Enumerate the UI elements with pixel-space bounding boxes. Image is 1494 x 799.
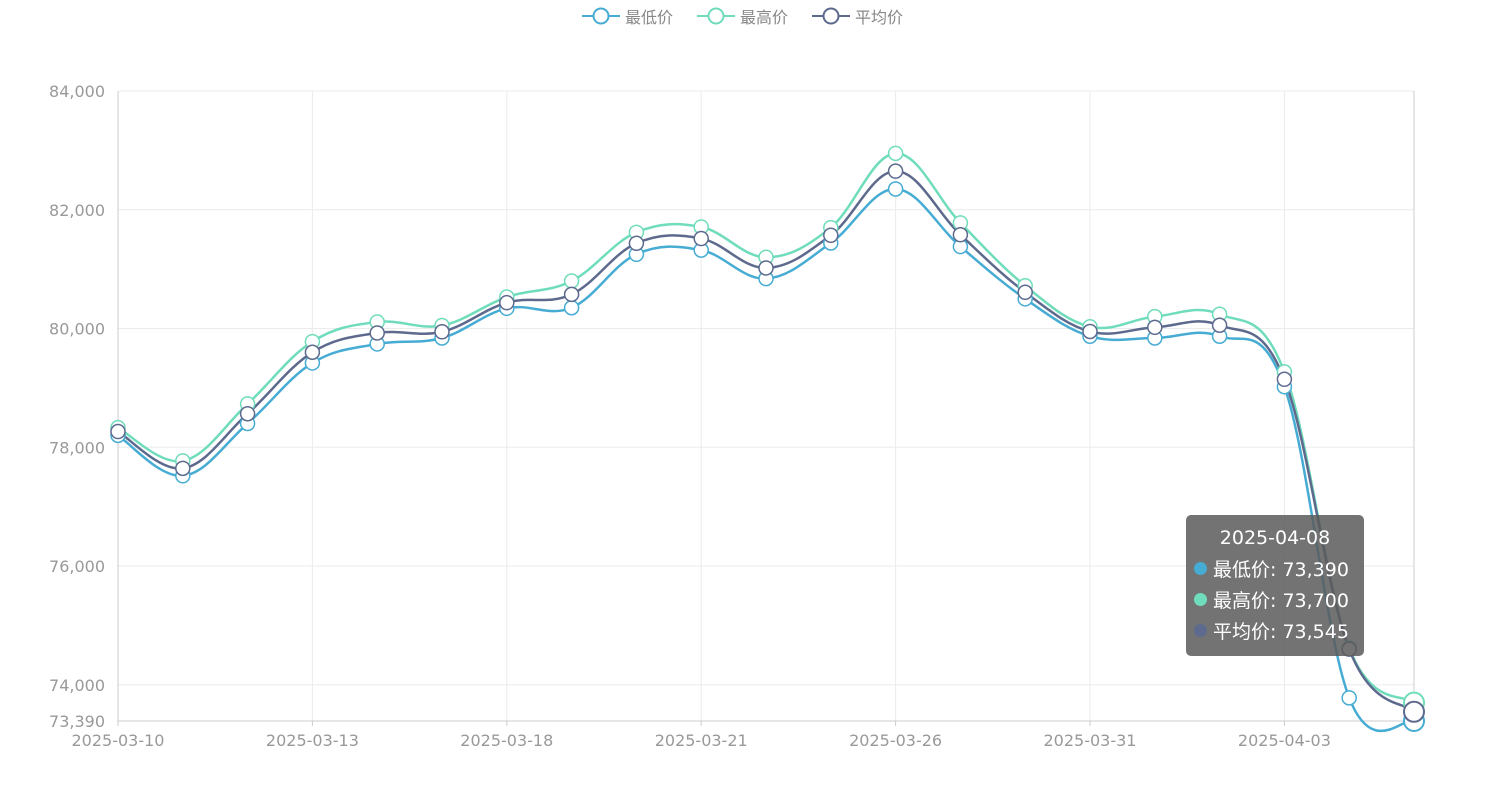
tooltip-value-low: 最低价: 73,390	[1213, 559, 1349, 581]
x-tick-label: 2025-03-13	[266, 731, 359, 750]
data-point-2[interactable]	[1017, 284, 1033, 301]
tooltip-value-avg: 平均价: 73,545	[1213, 621, 1349, 643]
y-tick-label: 76,000	[49, 557, 105, 576]
data-point-2[interactable]	[1147, 319, 1163, 336]
data-point-0[interactable]	[1341, 690, 1357, 706]
y-tick-label: 74,000	[49, 676, 105, 695]
legend: 最低价 最高价 平均价	[0, 4, 1494, 28]
data-point-0[interactable]	[563, 299, 580, 316]
grid-lines	[118, 90, 1414, 721]
x-tick-label: 2025-03-26	[849, 731, 942, 750]
tooltip-row-high: 最高价: 73,700	[1194, 584, 1356, 615]
y-tick-label: 80,000	[49, 320, 105, 339]
data-point-2[interactable]	[693, 230, 709, 247]
x-tick-label: 2025-04-03	[1238, 731, 1331, 750]
data-point-2[interactable]	[887, 163, 904, 179]
data-point-2[interactable]	[239, 405, 256, 422]
tooltip-value-high: 最高价: 73,700	[1213, 590, 1349, 612]
tooltip-dot-high-icon	[1194, 593, 1207, 606]
data-point-2[interactable]	[563, 286, 580, 303]
data-point-0[interactable]	[887, 181, 904, 197]
data-point-2[interactable]	[1082, 323, 1098, 340]
series-lines	[117, 152, 1415, 733]
series-line-2	[117, 169, 1415, 713]
tooltip-title: 2025-04-08	[1219, 527, 1331, 549]
data-point-2[interactable]	[758, 260, 774, 276]
tooltip: 2025-04-08 最低价: 73,390 最高价: 73,700 平均价: …	[1186, 515, 1364, 656]
legend-symbol-avg-icon	[812, 7, 850, 25]
legend-item-avg[interactable]: 平均价	[812, 4, 903, 28]
data-point-2[interactable]	[1403, 700, 1425, 723]
y-tick-label: 82,000	[49, 201, 105, 220]
series-line-0	[117, 187, 1415, 733]
legend-label-high: 最高价	[740, 8, 789, 27]
axes: 84,000 82,000 80,000 78,000 76,000 74,000 73,3…	[49, 82, 1415, 750]
data-point-1[interactable]	[887, 145, 904, 162]
data-point-2[interactable]	[175, 460, 191, 477]
data-point-2[interactable]	[369, 325, 385, 341]
legend-item-low[interactable]: 最低价	[582, 4, 673, 28]
data-point-2[interactable]	[628, 235, 645, 252]
data-point-1[interactable]	[563, 273, 580, 289]
legend-label-avg: 平均价	[855, 8, 904, 27]
data-points	[110, 145, 1425, 732]
data-point-2[interactable]	[1276, 371, 1293, 388]
tooltip-row-avg: 平均价: 73,545	[1194, 615, 1356, 646]
data-point-2[interactable]	[823, 227, 839, 244]
legend-item-high[interactable]: 最高价	[697, 4, 788, 28]
legend-symbol-high-icon	[697, 7, 735, 25]
y-tick-label: 84,000	[49, 82, 105, 101]
tooltip-dot-low-icon	[1194, 562, 1207, 575]
legend-label-low: 最低价	[625, 8, 674, 27]
data-point-2[interactable]	[304, 344, 321, 361]
tooltip-dot-avg-icon	[1194, 624, 1207, 637]
tooltip-row-low: 最低价: 73,390	[1194, 553, 1356, 584]
data-point-2[interactable]	[499, 294, 515, 311]
data-point-2[interactable]	[110, 423, 126, 440]
x-tick-label: 2025-03-31	[1044, 731, 1137, 750]
data-point-2[interactable]	[952, 226, 969, 243]
x-tick-label: 2025-03-21	[655, 731, 748, 750]
legend-symbol-low-icon	[582, 7, 620, 25]
x-tick-label: 2025-03-10	[72, 731, 165, 750]
y-tick-label: 78,000	[49, 438, 105, 457]
x-tick-label: 2025-03-18	[460, 731, 553, 750]
series-line-1	[117, 152, 1415, 704]
data-point-2[interactable]	[1211, 317, 1228, 333]
data-point-2[interactable]	[434, 324, 450, 340]
y-tick-label: 73,390	[49, 712, 105, 731]
